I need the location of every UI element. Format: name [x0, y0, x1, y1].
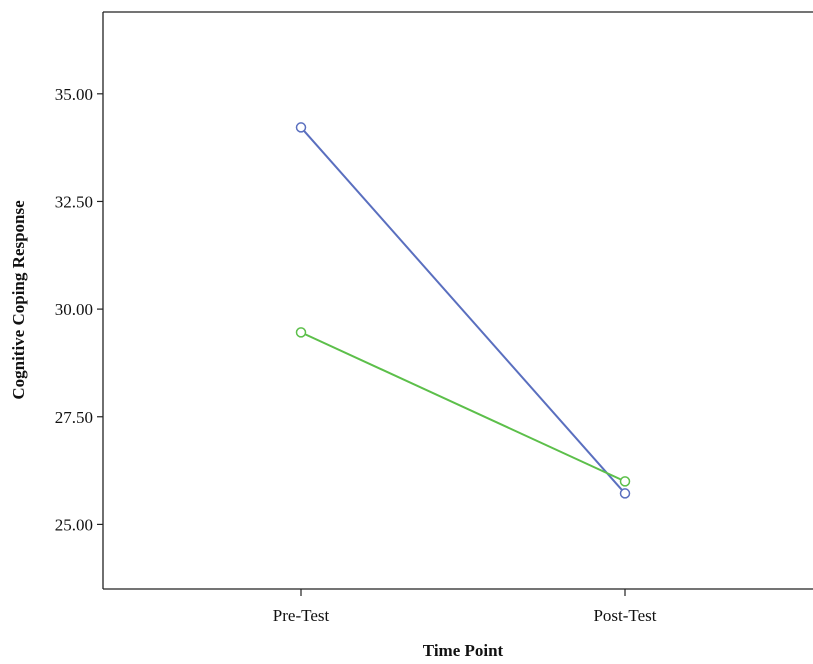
x-tick-label: Pre-Test [273, 606, 330, 625]
x-axis-title: Time Point [423, 641, 504, 659]
series-line [300, 331, 626, 483]
y-tick-label: 32.50 [55, 192, 93, 211]
data-point [295, 327, 307, 338]
axes: 25.00 27.50 30.00 32.50 35.00 Pre-Test Post-Te… [55, 11, 813, 625]
series-1 [295, 122, 631, 499]
y-tick-label: 25.00 [55, 515, 93, 534]
y-tick-label: 30.00 [55, 300, 93, 319]
series-2 [295, 327, 631, 487]
y-tick-label: 27.50 [55, 408, 93, 427]
y-tick-label: 35.00 [55, 85, 93, 104]
data-point [619, 488, 631, 499]
series-line [300, 126, 626, 495]
x-tick-label: Post-Test [593, 606, 656, 625]
y-axis-title: Cognitive Coping Response [9, 200, 28, 400]
data-point [295, 122, 307, 133]
data-point [619, 476, 631, 487]
series-layer [295, 122, 631, 499]
